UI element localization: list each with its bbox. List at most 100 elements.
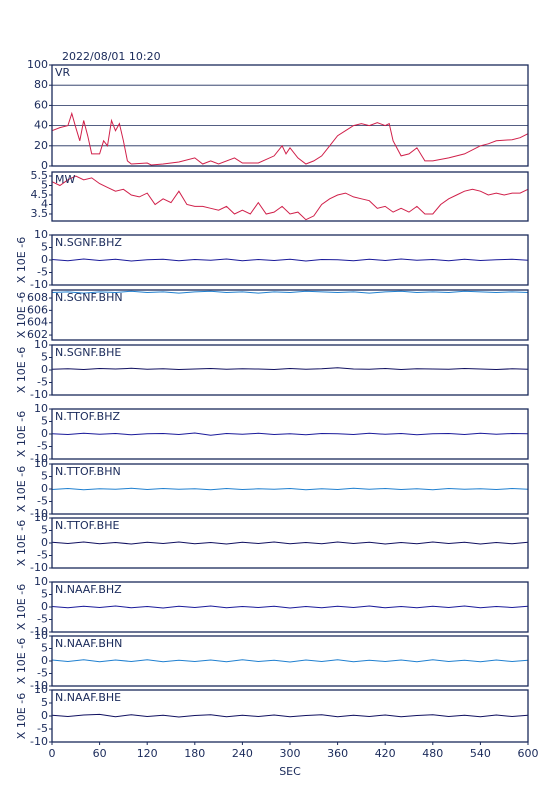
y-tick-label: 10 <box>34 338 48 351</box>
y-tick-label: 3.5 <box>31 207 49 220</box>
series-line <box>51 487 529 491</box>
y-tick-label: 0 <box>41 159 48 172</box>
x-tick-label: 480 <box>422 747 443 760</box>
y-tick-label: 608 <box>27 291 48 304</box>
y-tick-label: 20 <box>34 139 48 152</box>
y-tick-label: -5 <box>37 376 48 389</box>
y-tick-label: 0 <box>41 709 48 722</box>
y-tick-label: 5 <box>41 642 48 655</box>
y-axis-label: X 10E -6 <box>15 638 28 684</box>
y-tick-label: -5 <box>37 440 48 453</box>
panel-frame <box>51 64 529 167</box>
panel-label: N.NAAF.BHE <box>55 691 121 704</box>
y-axis-label: X 10E -6 <box>15 584 28 630</box>
y-tick-label: 5 <box>41 524 48 537</box>
series-line <box>51 713 529 718</box>
panel-frame <box>51 344 529 396</box>
x-tick-label: 240 <box>232 747 253 760</box>
y-tick-label: 0 <box>41 600 48 613</box>
y-tick-label: 80 <box>34 78 48 91</box>
panel-frame <box>51 581 529 633</box>
y-tick-label: 10 <box>34 575 48 588</box>
y-tick-label: 0 <box>41 482 48 495</box>
panel-label: N.TTOF.BHE <box>55 519 120 532</box>
y-tick-label: 0 <box>41 536 48 549</box>
x-tick-label: 120 <box>137 747 158 760</box>
x-tick-label: 540 <box>470 747 491 760</box>
x-tick-label: 420 <box>375 747 396 760</box>
y-tick-label: 604 <box>27 316 48 329</box>
y-axis-label: X 10E -6 <box>15 347 28 393</box>
series-line <box>51 605 529 609</box>
y-tick-label: -5 <box>37 495 48 508</box>
y-axis-label: X 10E -6 <box>15 411 28 457</box>
x-tick-label: 60 <box>93 747 107 760</box>
series-line <box>51 111 529 166</box>
y-tick-label: 10 <box>34 629 48 642</box>
y-tick-label: 40 <box>34 119 48 132</box>
y-tick-label: 5 <box>41 351 48 364</box>
y-tick-label: 5 <box>41 415 48 428</box>
panel-label: VR <box>55 66 71 79</box>
y-axis-label: X 10E -6 <box>15 466 28 512</box>
panel-label: N.SGNF.BHN <box>55 291 123 304</box>
panel-label: N.SGNF.BHZ <box>55 236 122 249</box>
x-tick-label: 300 <box>280 747 301 760</box>
series-line <box>51 367 529 371</box>
y-tick-label: 10 <box>34 402 48 415</box>
y-tick-label: 5 <box>41 241 48 254</box>
series-line <box>51 659 529 663</box>
y-axis-label: X 10E -6 <box>15 520 28 566</box>
panel-label: N.TTOF.BHZ <box>55 410 121 423</box>
panel-label: N.SGNF.BHE <box>55 346 121 359</box>
y-tick-label: 606 <box>27 303 48 316</box>
y-tick-label: 602 <box>27 328 48 341</box>
y-tick-label: -10 <box>30 388 48 401</box>
y-tick-label: -5 <box>37 613 48 626</box>
y-axis-label: X 10E -6 <box>15 693 28 739</box>
chart-title: 2022/08/01 10:20 <box>62 50 161 63</box>
y-tick-label: 10 <box>34 457 48 470</box>
y-tick-label: 5 <box>41 588 48 601</box>
y-tick-label: 5.5 <box>31 169 49 182</box>
y-tick-label: -5 <box>37 667 48 680</box>
y-tick-label: -10 <box>30 735 48 748</box>
y-tick-label: 0 <box>41 427 48 440</box>
panel-label: N.NAAF.BHZ <box>55 583 122 596</box>
y-axis-label: X 10E -6 <box>15 292 28 338</box>
series-line <box>51 432 529 436</box>
y-tick-label: -5 <box>37 722 48 735</box>
series-line <box>51 290 529 294</box>
x-tick-label: 600 <box>518 747 539 760</box>
y-tick-label: 5 <box>41 696 48 709</box>
series-line <box>51 258 529 262</box>
y-tick-label: 0 <box>41 253 48 266</box>
y-axis-label: X 10E -6 <box>15 237 28 283</box>
y-tick-label: -5 <box>37 266 48 279</box>
y-tick-label: -10 <box>30 679 48 692</box>
y-tick-label: 100 <box>27 58 48 71</box>
panel-label: MW <box>55 173 75 186</box>
x-tick-label: 0 <box>49 747 56 760</box>
y-tick-label: 10 <box>34 228 48 241</box>
y-tick-label: -10 <box>30 625 48 638</box>
panel-frame <box>51 463 529 515</box>
y-tick-label: 60 <box>34 98 48 111</box>
x-tick-label: 180 <box>184 747 205 760</box>
panel-frame <box>51 171 529 222</box>
y-tick-label: 10 <box>34 683 48 696</box>
panel-label: N.NAAF.BHN <box>55 637 122 650</box>
panel-frame <box>51 289 529 341</box>
y-tick-label: 10 <box>34 511 48 524</box>
panel-frame <box>51 517 529 569</box>
x-tick-label: 360 <box>327 747 348 760</box>
panel-frame <box>51 635 529 687</box>
y-tick-label: -10 <box>30 561 48 574</box>
y-tick-label: 4 <box>41 197 48 210</box>
panel-frame <box>51 234 529 286</box>
y-tick-label: 0 <box>41 654 48 667</box>
x-axis-label: SEC <box>279 765 301 778</box>
y-tick-label: 0 <box>41 363 48 376</box>
series-line <box>51 541 529 545</box>
